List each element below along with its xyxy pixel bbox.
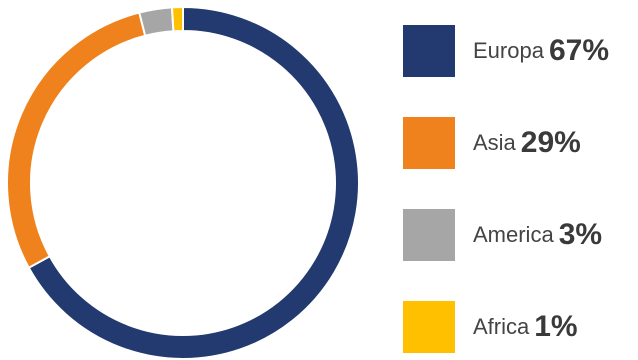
legend-text-asia: Asia 29% — [473, 117, 581, 169]
slice-africa — [170, 5, 184, 33]
donut-slices — [6, 5, 360, 360]
legend-item-africa: Africa 1% — [403, 301, 638, 353]
legend-value-asia: 29% — [520, 126, 581, 159]
slice-europa — [27, 5, 360, 360]
legend-swatch-asia — [403, 117, 455, 169]
legend-value-europa: 67% — [548, 34, 609, 67]
legend-text-europa: Europa 67% — [473, 25, 609, 77]
slice-asia — [6, 11, 147, 270]
legend-text-america: America 3% — [473, 209, 602, 261]
legend-swatch-africa — [403, 301, 455, 353]
legend-item-asia: Asia 29% — [403, 117, 638, 169]
legend-label-america: America — [473, 222, 554, 247]
legend-label-asia: Asia — [473, 130, 516, 155]
legend-item-europa: Europa 67% — [403, 25, 638, 77]
legend-swatch-europa — [403, 25, 455, 77]
donut-chart — [6, 5, 360, 360]
legend-label-africa: Africa — [473, 314, 530, 339]
legend-swatch-america — [403, 209, 455, 261]
legend-value-america: 3% — [558, 218, 603, 251]
legend-item-america: America 3% — [403, 209, 638, 261]
legend-label-europa: Europa — [473, 38, 544, 63]
legend-value-africa: 1% — [534, 310, 578, 343]
legend-text-africa: Africa 1% — [473, 301, 578, 353]
slice-america — [138, 6, 175, 37]
